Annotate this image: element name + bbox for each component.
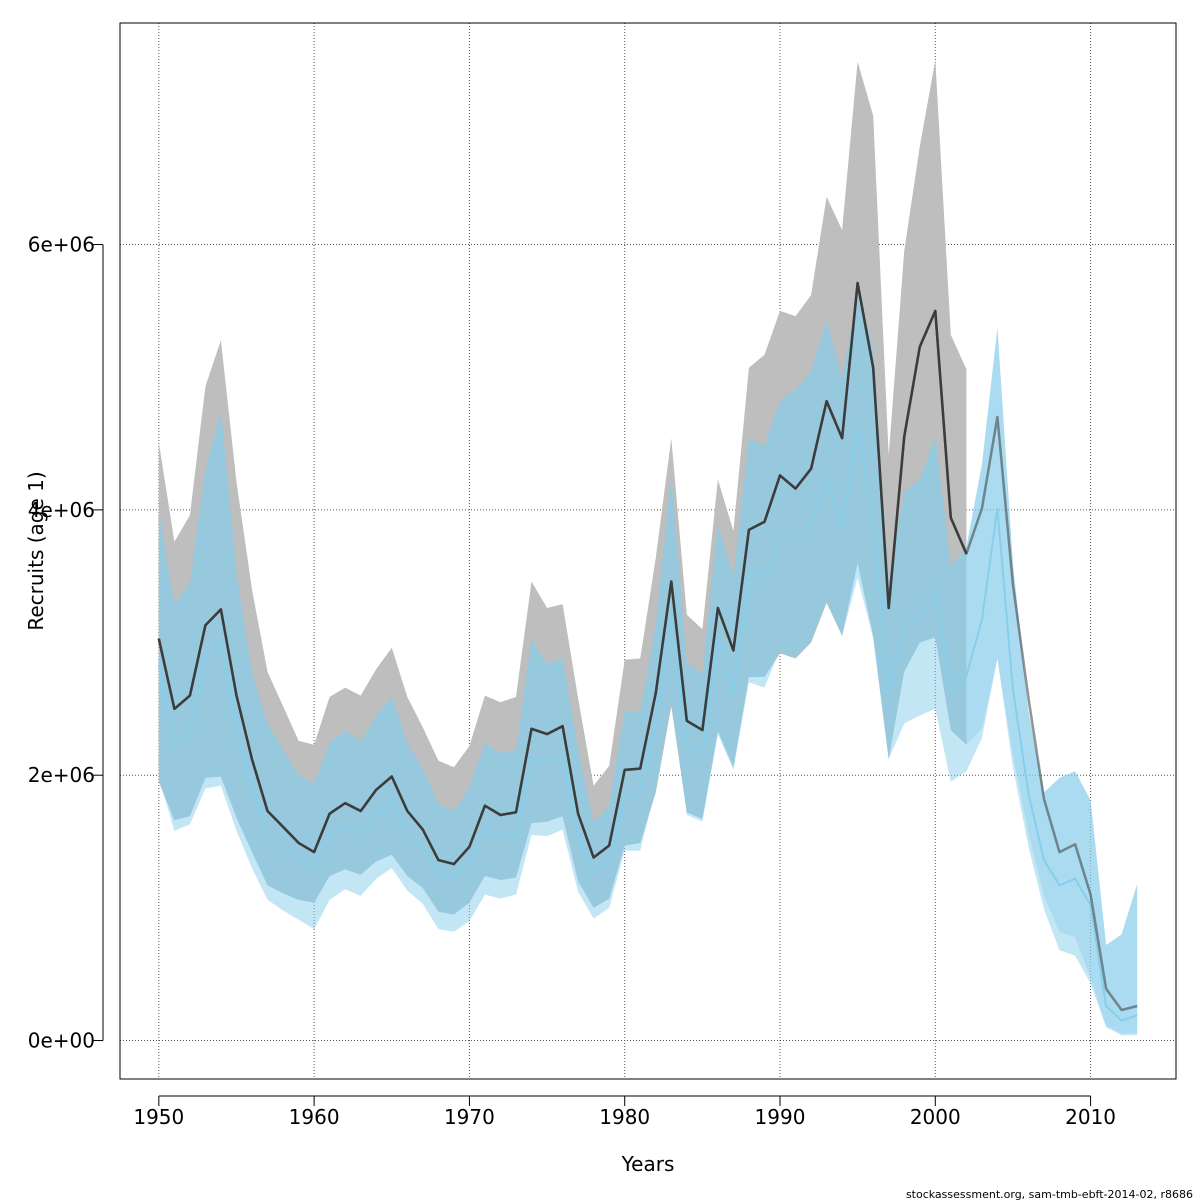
plot-frame [119,22,1177,1080]
x-tick-label: 2000 [910,1105,961,1129]
x-tick-label: 1990 [755,1105,806,1129]
y-tick-label: 0e+00 [28,1029,95,1053]
x-axis-title: Years [621,1152,675,1176]
confidence-bands [158,60,1138,1036]
y-tick-label: 4e+06 [28,498,95,522]
x-tick-label: 2010 [1065,1105,1116,1129]
y-tick-label: 2e+06 [28,763,95,787]
footer-note: stockassessment.org, sam-tmb-ebft-2014-0… [906,1188,1193,1200]
x-tick-label: 1950 [133,1105,184,1129]
y-axis: 0e+00 2e+06 4e+06 6e+06 [28,233,104,1053]
x-tick-label: 1960 [289,1105,340,1129]
estimate-line-mid [157,281,1138,1012]
y-tick-label: 6e+06 [28,233,95,257]
x-tick-label: 1980 [599,1105,650,1129]
y-axis-title: Recruits (age 1) [24,471,48,630]
grid-lines [120,23,1176,1079]
confidence-band-light [158,293,1138,1036]
estimate-line-light [157,426,1138,1022]
series-lines [157,281,1138,1022]
confidence-band-dark [158,60,967,915]
x-tick-label: 1970 [444,1105,495,1129]
confidence-band-mid [158,293,1138,1034]
x-axis: 1950 1960 1970 1980 1990 2000 2010 [133,1095,1116,1129]
